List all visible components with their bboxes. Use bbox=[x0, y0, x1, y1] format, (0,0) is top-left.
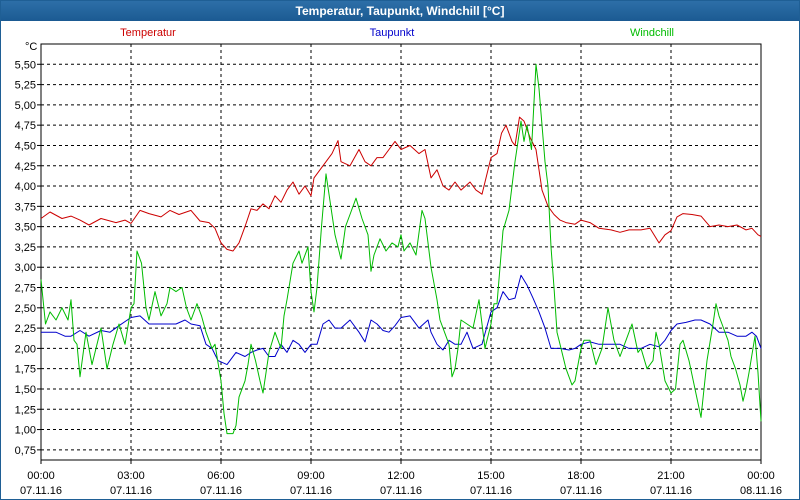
series-lines bbox=[40, 63, 762, 435]
y-tick-label: 1,25 bbox=[15, 404, 36, 416]
x-tick-date: 07.11.16 bbox=[650, 485, 692, 497]
x-tick-time: 15:00 bbox=[477, 470, 505, 482]
legend-windchill: Windchill bbox=[630, 27, 674, 39]
y-tick-label: 4,25 bbox=[15, 161, 36, 173]
legend-taupunkt: Taupunkt bbox=[370, 27, 415, 39]
series-line-windchill bbox=[40, 63, 762, 435]
y-tick-label: 0,75 bbox=[15, 445, 36, 457]
x-tick-time: 09:00 bbox=[297, 470, 325, 482]
y-tick-label: 2,25 bbox=[15, 323, 36, 335]
x-tick-time: 03:00 bbox=[117, 470, 145, 482]
y-tick-label: 3,25 bbox=[15, 242, 36, 254]
y-tick-label: 2,75 bbox=[15, 283, 36, 295]
x-tick-time: 12:00 bbox=[387, 470, 415, 482]
x-tick-date: 07.11.16 bbox=[470, 485, 512, 497]
grid bbox=[41, 44, 761, 460]
y-tick-label: 1,00 bbox=[15, 425, 36, 437]
chart-title: Temperatur, Taupunkt, Windchill [°C] bbox=[295, 4, 505, 18]
x-tick-date: 07.11.16 bbox=[200, 485, 242, 497]
series-line-temperatur bbox=[40, 116, 762, 252]
y-tick-label: 3,75 bbox=[15, 201, 36, 213]
y-axis-label: °C bbox=[25, 41, 37, 53]
legend: Temperatur Taupunkt Windchill bbox=[120, 27, 674, 39]
x-tick-time: 00:00 bbox=[27, 470, 55, 482]
y-tick-label: 5,00 bbox=[15, 100, 36, 112]
x-tick-time: 21:00 bbox=[657, 470, 685, 482]
y-tick-label: 3,00 bbox=[15, 262, 36, 274]
plot-area bbox=[40, 43, 762, 461]
title-bar: Temperatur, Taupunkt, Windchill [°C] bbox=[1, 1, 799, 21]
y-tick-label: 1,75 bbox=[15, 364, 36, 376]
y-tick-label: 4,00 bbox=[15, 181, 36, 193]
x-tick-date: 07.11.16 bbox=[380, 485, 422, 497]
x-tick-date: 07.11.16 bbox=[20, 485, 62, 497]
x-tick-time: 06:00 bbox=[207, 470, 235, 482]
legend-temperatur: Temperatur bbox=[120, 27, 176, 39]
y-tick-label: 2,50 bbox=[15, 303, 36, 315]
x-tick-date: 07.11.16 bbox=[560, 485, 602, 497]
y-axis: 0,75 1,00 1,25 1,50 1,75 2,00 2,25 2,50 2,75 3,00… bbox=[15, 59, 41, 457]
y-tick-label: 5,50 bbox=[15, 59, 36, 71]
y-tick-label: 1,50 bbox=[15, 384, 36, 396]
y-tick-label: 4,50 bbox=[15, 140, 36, 152]
x-axis: 00:00 07.11.16 03:00 07.11.16 06:00 07.11.16 0… bbox=[20, 460, 782, 497]
x-tick-date: 08.11.16 bbox=[740, 485, 782, 497]
y-tick-label: 2,00 bbox=[15, 343, 36, 355]
x-tick-date: 07.11.16 bbox=[290, 485, 332, 497]
x-tick-time: 18:00 bbox=[567, 470, 595, 482]
y-tick-label: 3,50 bbox=[15, 222, 36, 234]
x-tick-time: 00:00 bbox=[747, 470, 775, 482]
y-tick-label: 4,75 bbox=[15, 120, 36, 132]
y-tick-label: 5,25 bbox=[15, 80, 36, 92]
x-tick-date: 07.11.16 bbox=[110, 485, 152, 497]
